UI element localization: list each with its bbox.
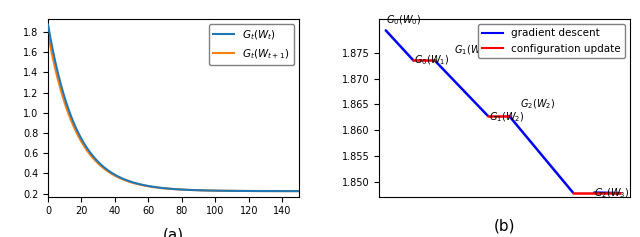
$G_t(W_t)$	[155, 186, 163, 189]
$G_t(W_t)$	[146, 185, 154, 188]
Text: $G_1(W_1)$: $G_1(W_1)$	[454, 43, 489, 57]
$G_t(W_{t+1})$	[295, 190, 303, 192]
$G_t(W_t)$	[216, 189, 224, 192]
$G_t(W_{t+1})$	[155, 186, 163, 189]
Line: $G_t(W_t)$: $G_t(W_t)$	[48, 24, 299, 191]
$G_t(W_t)$	[240, 190, 248, 192]
Text: $G_1(W_2)$: $G_1(W_2)$	[489, 110, 524, 124]
Legend: gradient descent, configuration update: gradient descent, configuration update	[478, 24, 625, 58]
$G_t(W_{t+1})$	[244, 190, 252, 192]
Line: $G_t(W_{t+1})$: $G_t(W_{t+1})$	[48, 34, 299, 191]
$G_t(W_t)$	[244, 190, 252, 192]
Text: $G_2(W_2)$: $G_2(W_2)$	[520, 97, 555, 111]
$G_t(W_t)$	[44, 23, 52, 26]
Text: (b): (b)	[494, 218, 516, 233]
$G_t(W_t)$	[295, 190, 303, 192]
Text: $G_0(W_0)$: $G_0(W_0)$	[386, 13, 421, 27]
$G_t(W_{t+1})$	[146, 185, 154, 188]
$G_t(W_{t+1})$	[240, 190, 248, 192]
Text: $G_0(W_1)$: $G_0(W_1)$	[415, 54, 450, 67]
Text: $G_2(W_3)$: $G_2(W_3)$	[594, 187, 630, 200]
$G_t(W_{t+1})$	[70, 125, 77, 128]
Legend: $G_t(W_t)$, $G_t(W_{t+1})$: $G_t(W_t)$, $G_t(W_{t+1})$	[209, 24, 294, 65]
$G_t(W_t)$	[70, 121, 77, 124]
$G_t(W_{t+1})$	[44, 32, 52, 35]
Text: (a): (a)	[163, 228, 184, 237]
$G_t(W_{t+1})$	[216, 189, 224, 192]
